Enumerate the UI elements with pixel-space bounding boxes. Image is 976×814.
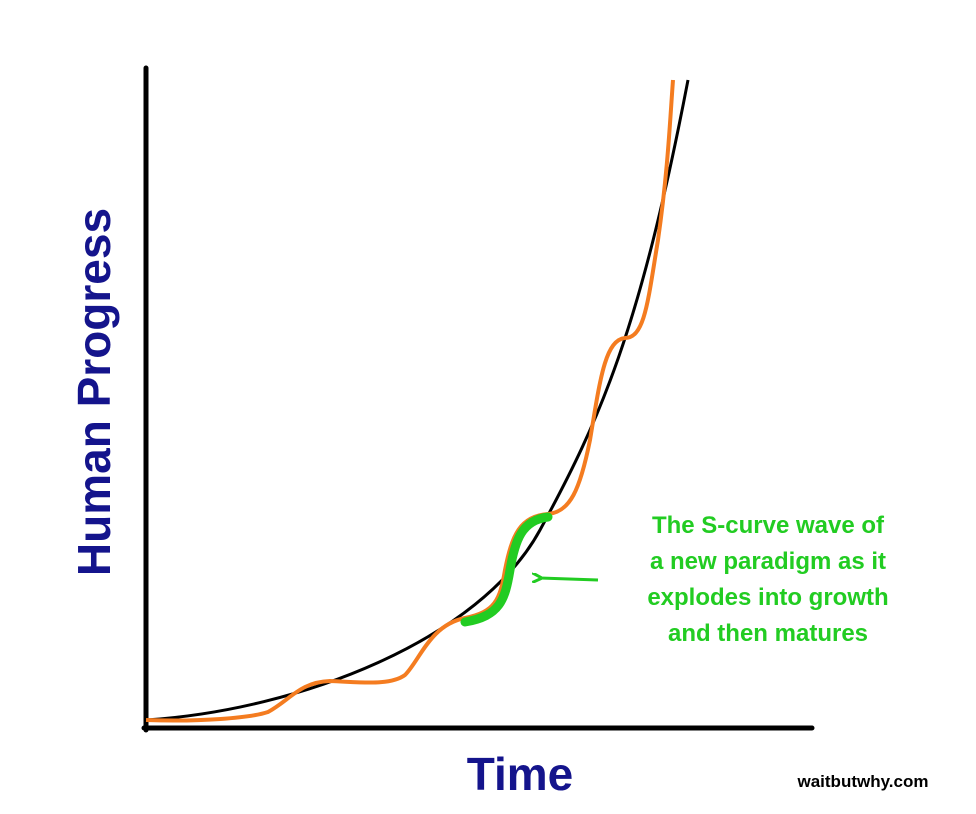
exponential-curve xyxy=(145,79,690,722)
annotation-line: and then matures xyxy=(668,620,868,647)
highlight-s-curve xyxy=(460,512,553,627)
annotation-line: The S-curve wave of xyxy=(652,512,885,539)
x-axis-label: Time xyxy=(467,748,574,800)
s-curve-series xyxy=(145,79,675,723)
annotation-line: a new paradigm as it xyxy=(650,548,886,575)
y-axis-label: Human Progress xyxy=(68,208,120,576)
annotation: The S-curve wave of a new paradigm as it… xyxy=(647,512,888,647)
credit: waitbutwhy.com xyxy=(797,772,929,791)
annotation-line: explodes into growth xyxy=(647,584,888,611)
annotation-arrow xyxy=(540,578,599,580)
